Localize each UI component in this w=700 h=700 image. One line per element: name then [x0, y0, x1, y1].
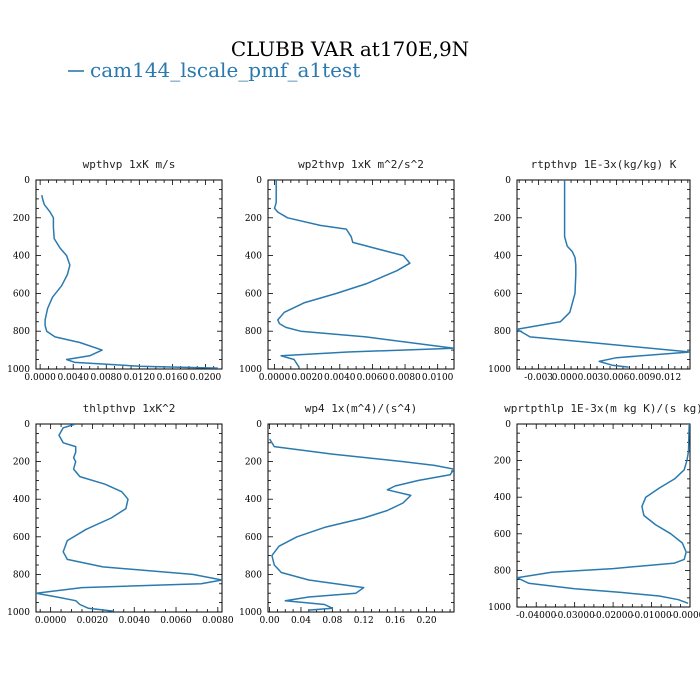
- series-line-1: [41, 194, 218, 369]
- x-tick-label: 0.006: [604, 373, 630, 383]
- y-tick-label: 600: [13, 289, 30, 299]
- y-tick-label: 0: [24, 176, 30, 186]
- x-tick-label: -0.01000: [631, 611, 672, 621]
- x-tick-label: 0.0060: [357, 373, 389, 383]
- y-tick-label: 600: [494, 530, 511, 540]
- x-tick-label: -0.03000: [555, 611, 596, 621]
- x-tick-label: 0.0040: [118, 616, 150, 626]
- y-tick-label: 800: [245, 570, 262, 580]
- x-tick-label: 0.0120: [124, 373, 156, 383]
- x-tick-label: 0.08: [322, 616, 342, 626]
- x-tick-label: 0.20: [417, 616, 437, 626]
- series-line-1: [517, 180, 690, 368]
- y-tick-label: 800: [245, 327, 262, 337]
- y-tick-label: 200: [13, 458, 30, 468]
- x-tick-label: 0.0000: [24, 373, 56, 383]
- figure-title: CLUBB VAR at170E,9N: [231, 37, 469, 61]
- series-line-1: [517, 424, 690, 605]
- x-tick-label: 0.0080: [389, 373, 421, 383]
- y-tick-label: 200: [494, 457, 511, 467]
- y-tick-label: 1000: [239, 608, 262, 618]
- x-tick-label: 0.0080: [202, 616, 234, 626]
- panel-6: wprtpthlp 1E-3x(m kg K)/(s kg) 0 200 400 600…: [488, 402, 700, 621]
- panel-4: thlpthvp 1xK^2 0 200 400 600 800 1000 0.0000 0.0…: [7, 402, 234, 626]
- x-tick-label: 0.0080: [91, 373, 123, 383]
- x-tick-label: -0.04000: [516, 611, 557, 621]
- y-tick-label: 400: [245, 252, 262, 262]
- x-tick-label: 0.0100: [422, 373, 454, 383]
- x-tick-label: 0.12: [354, 616, 374, 626]
- y-tick-label: 1000: [488, 603, 511, 613]
- series-line-1: [36, 424, 222, 612]
- y-tick-label: 600: [494, 289, 511, 299]
- legend-label: cam144_lscale_pmf_a1test: [90, 58, 360, 82]
- x-tick-label: -0.003: [524, 373, 553, 383]
- y-tick-label: 400: [13, 252, 30, 262]
- panel-2: wp2thvp 1xK m^2/s^2020040060080010000.00…: [239, 158, 455, 383]
- y-tick-label: 800: [494, 327, 511, 337]
- y-tick-label: 0: [24, 420, 30, 430]
- y-tick-label: 600: [13, 533, 30, 543]
- y-tick-label: 400: [245, 495, 262, 505]
- panel-title: rtpthvp 1E-3x(kg/kg) K: [531, 158, 677, 171]
- x-tick-label: 0.0020: [291, 373, 323, 383]
- y-tick-label: 1000: [239, 365, 262, 375]
- plot-frame: [516, 179, 691, 370]
- panel-title: wprtpthlp 1E-3x(m kg K)/(s kg): [504, 402, 700, 415]
- y-tick-label: 1000: [488, 365, 511, 375]
- x-tick-label: 0.0160: [157, 373, 189, 383]
- x-tick-label: 0.0040: [324, 373, 356, 383]
- panel-3: rtpthvp 1E-3x(kg/kg) K 0 200 400 600 800 1000 -…: [488, 158, 691, 383]
- y-tick-label: 200: [13, 214, 30, 224]
- x-tick-label: 0.0040: [57, 373, 89, 383]
- plot-frame: [35, 179, 223, 370]
- x-tick-label: 0.012: [655, 373, 681, 383]
- x-tick-label: 0.00: [260, 616, 280, 626]
- y-tick-label: 600: [245, 289, 262, 299]
- y-tick-label: 200: [245, 458, 262, 468]
- x-tick-label: 0.0000: [259, 373, 291, 383]
- x-tick-label: 0.0060: [160, 616, 192, 626]
- y-tick-label: 200: [494, 214, 511, 224]
- series-line-1: [268, 438, 454, 611]
- y-tick-label: 0: [256, 176, 262, 186]
- panel-title: wp4 1x(m^4)/(s^4): [305, 402, 418, 415]
- y-tick-label: 400: [494, 252, 511, 262]
- x-tick-label: 0.04: [291, 616, 311, 626]
- panel-title: thlpthvp 1xK^2: [83, 402, 176, 415]
- y-tick-label: 400: [13, 495, 30, 505]
- x-tick-label: 0.0200: [190, 373, 222, 383]
- y-tick-label: 800: [13, 327, 30, 337]
- panel-title: wpthvp 1xK m/s: [83, 158, 176, 171]
- x-tick-label: 0.000: [552, 373, 578, 383]
- y-tick-label: 0: [256, 420, 262, 430]
- y-tick-label: 400: [494, 493, 511, 503]
- plot-frame: [516, 423, 691, 608]
- y-tick-label: 0: [505, 420, 511, 430]
- x-tick-label: 0.16: [385, 616, 405, 626]
- y-tick-label: 600: [245, 533, 262, 543]
- y-tick-label: 1000: [7, 608, 30, 618]
- x-tick-label: 0.003: [578, 373, 604, 383]
- y-tick-label: 800: [494, 566, 511, 576]
- x-tick-label: 0.009: [630, 373, 656, 383]
- y-tick-label: 1000: [7, 365, 30, 375]
- y-tick-label: 800: [13, 570, 30, 580]
- x-tick-label: -0.02000: [593, 611, 634, 621]
- x-tick-label: 0.0020: [77, 616, 109, 626]
- series-line-1: [273, 180, 454, 368]
- y-tick-label: 0: [505, 176, 511, 186]
- plot-frame: [267, 179, 455, 370]
- x-tick-label: 0.0000: [35, 616, 67, 626]
- panel-title: wp2thvp 1xK m^2/s^2: [298, 158, 424, 171]
- y-tick-label: 200: [245, 214, 262, 224]
